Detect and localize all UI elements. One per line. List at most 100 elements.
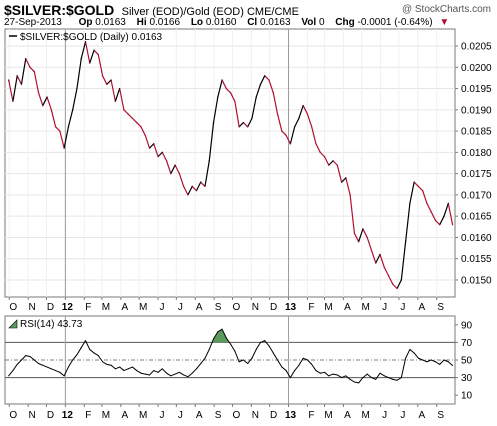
- price-segment: [281, 130, 287, 136]
- price-point: [195, 190, 198, 192]
- rsi-segment: [149, 370, 155, 376]
- price-point: [345, 177, 347, 179]
- price-point: [336, 164, 338, 166]
- price-x-tick-label: 13: [285, 302, 297, 313]
- rsi-segment: [20, 355, 27, 361]
- price-segment: [170, 164, 176, 175]
- price-segment: [247, 117, 253, 128]
- price-point: [405, 241, 407, 243]
- price-segment: [259, 75, 266, 85]
- price-point: [29, 66, 31, 68]
- rsi-segment: [208, 338, 215, 350]
- rsi-x-tick-label: S: [215, 410, 222, 421]
- price-point: [63, 147, 65, 149]
- rsi-segment: [157, 368, 163, 373]
- chart-symbol: $SILVER:$GOLD: [4, 2, 115, 18]
- price-segment: [225, 87, 232, 94]
- price-point: [72, 109, 74, 111]
- change-label: Chg: [335, 17, 355, 28]
- price-x-tick-label: D: [47, 302, 54, 313]
- price-point: [328, 164, 330, 166]
- price-point: [259, 83, 262, 85]
- price-point: [251, 117, 253, 119]
- price-point: [247, 126, 249, 128]
- price-y-tick-label: 0.0170: [461, 190, 492, 201]
- rsi-segment: [174, 371, 180, 375]
- price-segment: [336, 164, 343, 183]
- price-segment: [413, 181, 420, 187]
- price-point: [234, 100, 236, 102]
- rsi-y-tick-label: 50: [461, 356, 473, 367]
- rsi-y-axis: 90 70 50 30 10: [455, 320, 473, 402]
- rsi-segment: [33, 359, 40, 365]
- close-value: 0.0163: [259, 17, 291, 28]
- price-point: [430, 211, 432, 213]
- price-point: [110, 79, 112, 81]
- price-point: [417, 185, 420, 187]
- price-segment: [76, 58, 82, 90]
- price-segment: [332, 160, 338, 166]
- price-y-tick-label: 0.0155: [461, 254, 492, 265]
- rsi-segment: [447, 361, 454, 367]
- price-point: [353, 232, 355, 234]
- price-point: [383, 266, 385, 268]
- price-point: [165, 160, 168, 162]
- price-segment: [387, 275, 394, 285]
- rsi-x-tick-label: A: [196, 410, 203, 421]
- rsi-segment: [234, 350, 240, 363]
- price-segment: [323, 156, 330, 166]
- price-y-tick-label: 0.0205: [461, 42, 492, 53]
- price-segment: [123, 109, 129, 115]
- rsi-segment: [396, 377, 402, 381]
- rsi-segment: [302, 357, 308, 361]
- price-x-tick-label: J: [382, 302, 387, 313]
- rsi-x-tick-label: A: [418, 410, 425, 421]
- rsi-segment: [170, 373, 176, 377]
- price-segment: [59, 130, 65, 149]
- rsi-segment: [166, 372, 172, 377]
- price-segment: [328, 160, 334, 166]
- price-segment: [294, 117, 300, 128]
- price-segment: [127, 113, 134, 119]
- price-point: [76, 87, 78, 90]
- price-point: [37, 92, 40, 94]
- price-segment: [396, 279, 402, 290]
- rsi-x-tick-label: D: [47, 410, 54, 421]
- price-segment: [119, 87, 125, 111]
- price-x-tick-label: N: [252, 302, 259, 313]
- price-segment: [55, 126, 61, 132]
- rsi-segment: [106, 363, 112, 366]
- rsi-x-tick-label: A: [344, 410, 351, 421]
- price-segment: [93, 49, 99, 56]
- rsi-segment: [277, 359, 283, 368]
- rsi-segment: [332, 373, 338, 376]
- rsi-segment: [102, 361, 108, 365]
- rsi-segment: [336, 374, 343, 379]
- rsi-segment: [217, 328, 223, 333]
- price-point: [148, 147, 151, 149]
- price-series-line: [8, 41, 454, 290]
- price-segment: [131, 117, 138, 124]
- price-segment: [33, 70, 40, 94]
- rsi-x-tick-label: F: [85, 410, 91, 421]
- price-segment: [63, 126, 70, 149]
- chart-title-row: $SILVER:$GOLD Silver (EOD)/Gold (EOD) CM…: [4, 2, 299, 20]
- price-point: [183, 185, 185, 187]
- price-segment: [264, 75, 270, 81]
- high-value: 0.0166: [149, 17, 181, 28]
- price-point: [16, 75, 18, 77]
- price-point: [127, 113, 129, 115]
- rsi-segment: [324, 371, 330, 377]
- rsi-x-tick-label: M: [324, 410, 332, 421]
- price-segment: [345, 177, 351, 196]
- rsi-segment: [400, 357, 407, 379]
- rsi-segment: [298, 357, 304, 366]
- price-y-tick-label: 0.0185: [461, 127, 492, 138]
- rsi-segment: [311, 363, 317, 372]
- price-point: [225, 87, 227, 90]
- price-x-tick-label: J: [400, 302, 405, 313]
- rsi-segment: [315, 370, 321, 374]
- rsi-segment: [426, 359, 432, 363]
- chart-description-text: Silver (EOD)/Gold (EOD): [121, 6, 244, 18]
- rsi-segment: [443, 359, 449, 363]
